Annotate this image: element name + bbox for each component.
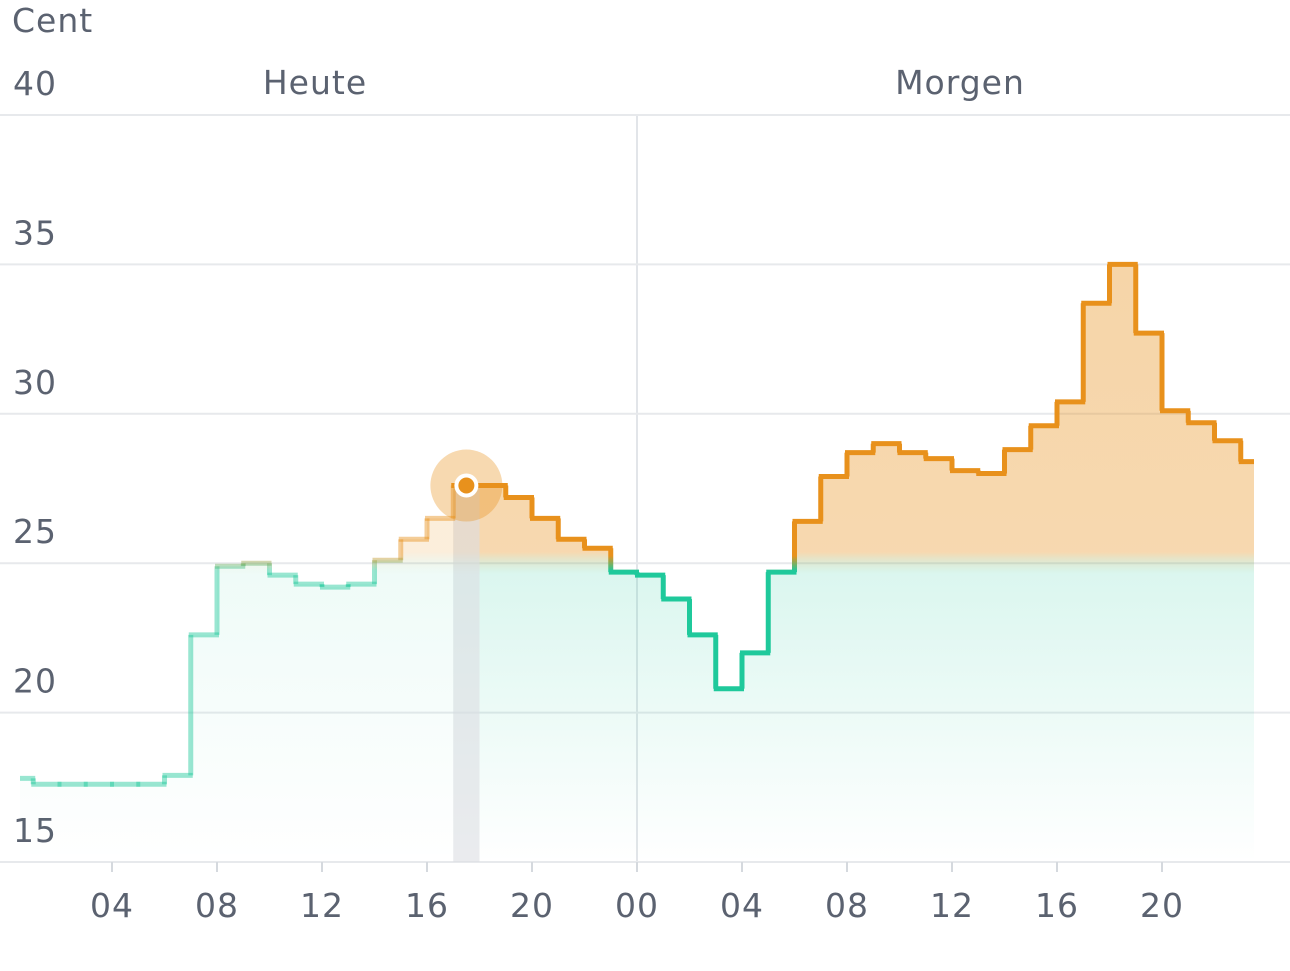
x-tick-label: 08: [825, 886, 869, 925]
x-tick-label: 12: [930, 886, 974, 925]
x-tick-label: 00: [615, 886, 659, 925]
area-fill: [20, 518, 454, 862]
x-tick-label: 08: [195, 886, 239, 925]
y-tick-label: 40: [13, 64, 57, 103]
x-tick-label: 16: [405, 886, 449, 925]
x-tick-label: 12: [300, 886, 344, 925]
y-tick-label: 25: [13, 512, 57, 551]
x-tick-label: 20: [510, 886, 554, 925]
x-tick-label: 20: [1140, 886, 1184, 925]
area-fill: [453, 264, 1254, 862]
current-hour-band: [453, 485, 480, 862]
x-tick-label: 16: [1035, 886, 1079, 925]
day-label: Heute: [263, 63, 367, 102]
y-tick-label: 30: [13, 363, 57, 402]
day-label: Morgen: [895, 63, 1025, 102]
plot: [20, 261, 1254, 862]
y-axis-label: Cent: [12, 1, 93, 40]
x-tick-label: 04: [720, 886, 764, 925]
y-tick-label: 20: [13, 662, 57, 701]
marker-dot: [458, 477, 475, 494]
y-tick-label: 35: [13, 213, 57, 252]
x-tick-label: 04: [90, 886, 134, 925]
